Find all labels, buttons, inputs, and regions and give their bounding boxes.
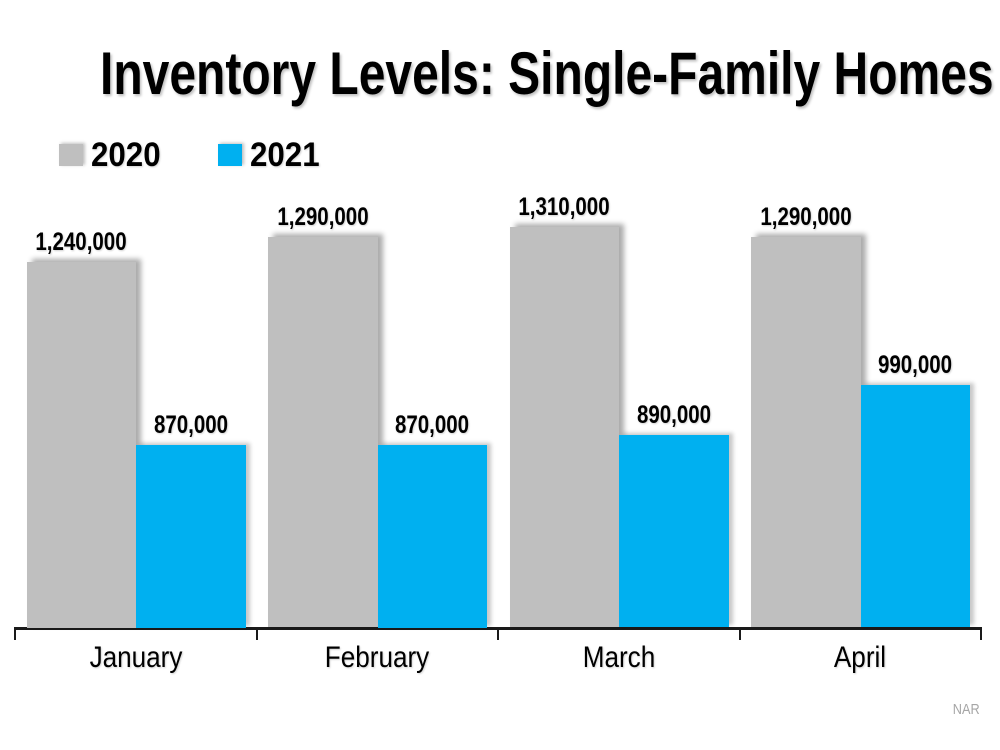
data-label-2020-april: 1,290,000 [760,203,852,232]
x-axis-tick [14,627,16,640]
bar-2021-february [377,444,487,628]
x-axis-tick [497,627,499,640]
data-label-2021-march: 890,000 [636,400,711,429]
category-label-march: March [582,641,656,674]
x-axis-tick [738,627,741,640]
bar-2020-april [751,237,861,628]
data-label-2021-january: 870,000 [153,410,228,439]
data-label-2020-february: 1,290,000 [277,203,369,232]
legend-item-2020: 2020 [59,138,167,172]
category-label-january: January [89,641,183,674]
bar-2021-april [860,385,970,628]
legend-label-2021: 2021 [249,136,320,174]
data-label-2020-january: 1,240,000 [35,228,127,256]
bar-2021-january [136,444,246,628]
x-axis-tick [255,627,258,640]
bar-2020-march [509,227,619,628]
legend-label-2020: 2020 [91,136,161,174]
chart-title: Inventory Levels: Single-Family Homes [100,40,994,107]
category-label-april: April [834,641,887,674]
x-axis-tick [980,627,982,640]
category-label-february: February [325,641,430,674]
bar-2021-march [619,434,729,628]
source-attribution: NAR [953,701,980,718]
legend-swatch-2020-icon [59,144,83,166]
bar-2020-january [26,262,136,628]
data-label-2020-march: 1,310,000 [518,193,610,222]
chart-legend: 2020 2021 [59,138,325,172]
bar-2020-february [268,237,378,628]
legend-item-2021: 2021 [217,136,326,174]
legend-swatch-2021-icon [217,144,242,166]
data-label-2021-february: 870,000 [395,410,470,439]
data-label-2021-april: 990,000 [878,351,953,380]
